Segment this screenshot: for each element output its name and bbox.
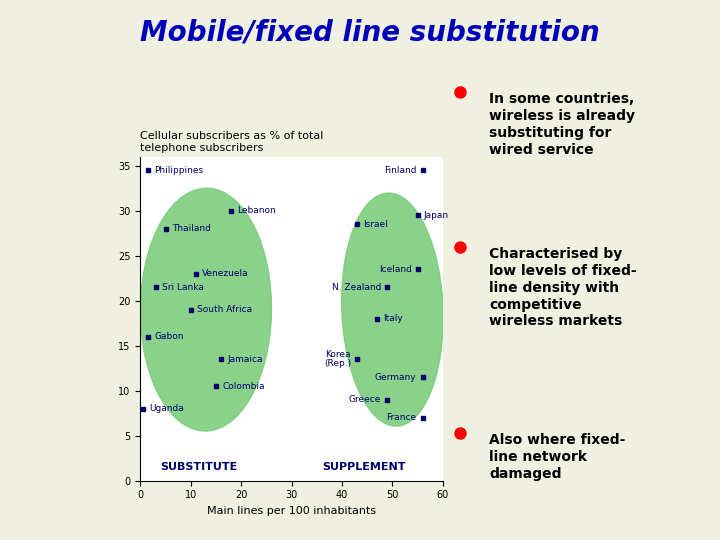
Text: Mobile/fixed line substitution: Mobile/fixed line substitution [140, 19, 600, 47]
Text: SUPPLEMENT: SUPPLEMENT [322, 462, 405, 471]
Text: Japan: Japan [423, 211, 449, 220]
Text: Venezuela: Venezuela [202, 269, 248, 278]
Text: Iceland: Iceland [379, 265, 412, 274]
Ellipse shape [140, 188, 271, 431]
Text: Uganda: Uganda [149, 404, 184, 413]
Text: In some countries,
wireless is already
substituting for
wired service: In some countries, wireless is already s… [489, 92, 635, 157]
Text: Korea
(Rep.): Korea (Rep.) [324, 350, 351, 368]
Text: Sri Lanka: Sri Lanka [161, 282, 204, 292]
Text: Colombia: Colombia [222, 382, 264, 390]
Text: Italy: Italy [383, 314, 403, 323]
Text: Characterised by
low levels of fixed-
line density with
competitive
wireless mar: Characterised by low levels of fixed- li… [489, 247, 636, 328]
Text: Lebanon: Lebanon [237, 206, 276, 215]
Text: Thailand: Thailand [171, 224, 210, 233]
Text: Jamaica: Jamaica [227, 355, 263, 363]
Text: Finland: Finland [384, 166, 417, 174]
Text: France: France [387, 413, 417, 422]
Text: N. Zealand: N. Zealand [332, 282, 382, 292]
Text: Also where fixed-
line network
damaged: Also where fixed- line network damaged [489, 433, 626, 481]
Text: Philippines: Philippines [154, 166, 203, 174]
Text: Cellular subscribers as % of total
telephone subscribers: Cellular subscribers as % of total telep… [140, 131, 324, 153]
Text: Greece: Greece [349, 395, 382, 404]
Text: Gabon: Gabon [154, 332, 184, 341]
Ellipse shape [342, 193, 443, 426]
Text: South Africa: South Africa [197, 305, 252, 314]
Text: SUBSTITUTE: SUBSTITUTE [161, 462, 238, 471]
X-axis label: Main lines per 100 inhabitants: Main lines per 100 inhabitants [207, 506, 376, 516]
Text: Israel: Israel [363, 220, 388, 228]
Text: Germany: Germany [375, 373, 417, 382]
